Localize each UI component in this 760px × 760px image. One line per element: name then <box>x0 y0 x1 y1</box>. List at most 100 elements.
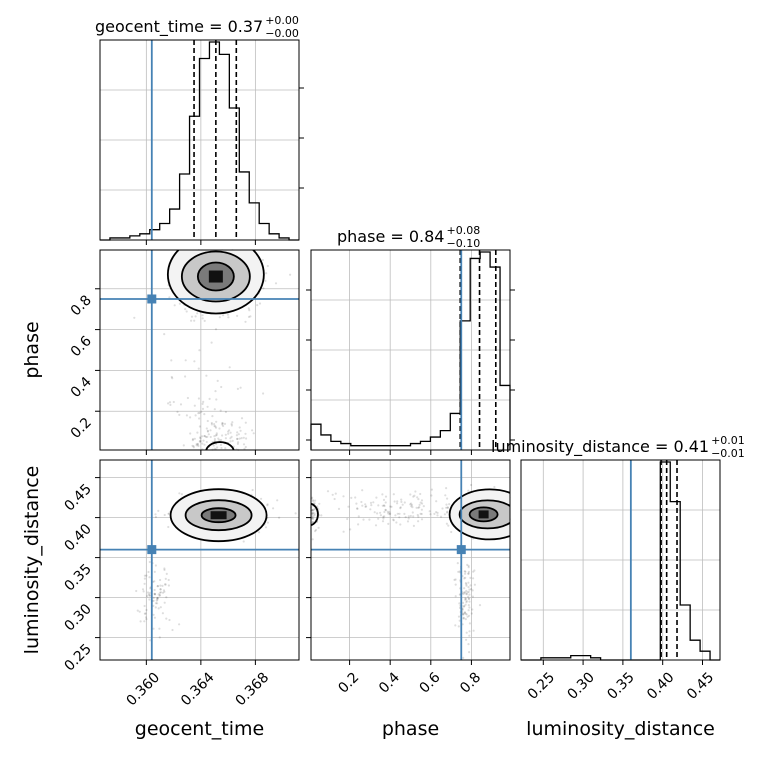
sample-point <box>201 317 204 320</box>
sample-point <box>145 618 148 621</box>
sample-point <box>185 414 188 417</box>
sample-point <box>433 512 436 516</box>
sample-point <box>201 407 205 410</box>
sample-point <box>398 516 401 519</box>
sample-point <box>158 594 161 597</box>
title-minus: −0.00 <box>265 27 299 40</box>
sample-point <box>467 643 470 646</box>
sample-point <box>326 490 330 493</box>
sample-point <box>146 595 149 598</box>
sample-point <box>205 440 208 444</box>
sample-point <box>471 608 474 611</box>
sample-point <box>470 612 473 615</box>
sample-point <box>464 597 467 600</box>
sample-point <box>200 410 203 413</box>
panel-frame <box>99 39 300 241</box>
sample-point <box>197 444 200 448</box>
sample-point <box>197 397 200 400</box>
sample-point <box>384 508 387 511</box>
sample-point <box>274 282 278 285</box>
sample-point <box>165 596 168 599</box>
x-tick-label: 0.364 <box>178 669 218 709</box>
sample-point <box>143 620 146 623</box>
sample-point <box>368 518 371 521</box>
sample-point <box>470 588 473 591</box>
sample-point <box>386 510 389 513</box>
sample-point <box>407 515 410 518</box>
sample-point <box>357 515 360 518</box>
sample-point <box>163 567 166 570</box>
sample-point <box>163 590 166 593</box>
sample-point <box>171 628 174 632</box>
sample-point <box>224 410 227 414</box>
sample-point <box>373 511 376 514</box>
sample-point <box>468 600 471 603</box>
sample-point <box>372 501 375 504</box>
sample-point <box>154 602 158 605</box>
sample-point <box>249 315 252 318</box>
sample-point <box>356 507 359 510</box>
sample-point <box>360 500 363 504</box>
sample-point <box>473 569 476 572</box>
sample-point <box>236 314 239 317</box>
x-tick-label: 0.4 <box>376 669 403 696</box>
sample-point <box>192 445 195 448</box>
sample-point <box>399 506 402 509</box>
sample-point <box>155 599 158 602</box>
sample-point <box>165 617 168 620</box>
sample-point <box>178 623 181 626</box>
sample-point <box>465 600 468 603</box>
sample-point <box>418 506 421 509</box>
sample-point <box>462 592 465 596</box>
sample-point <box>244 320 247 323</box>
x-tick-label: 0.368 <box>233 670 273 710</box>
sample-point <box>411 506 414 509</box>
sample-point <box>467 604 470 607</box>
contours-phase-distance <box>311 488 510 541</box>
sample-point <box>374 524 378 527</box>
sample-point <box>191 438 194 441</box>
x-tick-label: 0.25 <box>525 670 558 703</box>
sample-point <box>248 309 251 312</box>
sample-point <box>213 423 216 426</box>
x-tick-label: 0.40 <box>644 670 677 703</box>
sample-point <box>471 595 474 598</box>
sample-point <box>222 424 225 428</box>
truth-marker <box>147 294 157 304</box>
sample-point <box>467 570 470 573</box>
sample-point <box>193 404 196 407</box>
sample-point <box>159 588 162 591</box>
sample-point <box>239 386 242 389</box>
sample-point <box>411 511 414 514</box>
sample-point <box>361 504 364 507</box>
sample-point <box>318 502 321 505</box>
sample-point <box>210 341 213 344</box>
sample-point <box>156 585 159 588</box>
sample-point <box>156 598 159 601</box>
sample-point <box>142 590 145 593</box>
sample-point <box>178 302 181 305</box>
sample-point <box>468 588 471 591</box>
sample-point <box>219 443 223 446</box>
sample-point <box>444 494 447 497</box>
sample-point <box>417 520 420 523</box>
sample-point <box>244 445 247 449</box>
sample-point <box>261 258 264 262</box>
contour-peak <box>478 510 489 519</box>
sample-point <box>422 505 425 508</box>
sample-point <box>420 518 424 521</box>
sample-point <box>457 625 460 628</box>
sample-point <box>410 503 414 507</box>
sample-point <box>421 502 424 505</box>
sample-point <box>147 593 150 596</box>
sample-point <box>450 530 453 534</box>
sample-point <box>361 489 364 492</box>
sample-point <box>311 538 314 541</box>
sample-point <box>463 577 466 580</box>
sample-point <box>464 603 467 606</box>
sample-point <box>242 436 245 439</box>
sample-point <box>463 591 466 594</box>
histogram-luminosity_distance <box>521 461 720 661</box>
sample-point <box>436 514 439 517</box>
panel-title: phase = 0.84 <box>337 227 444 246</box>
